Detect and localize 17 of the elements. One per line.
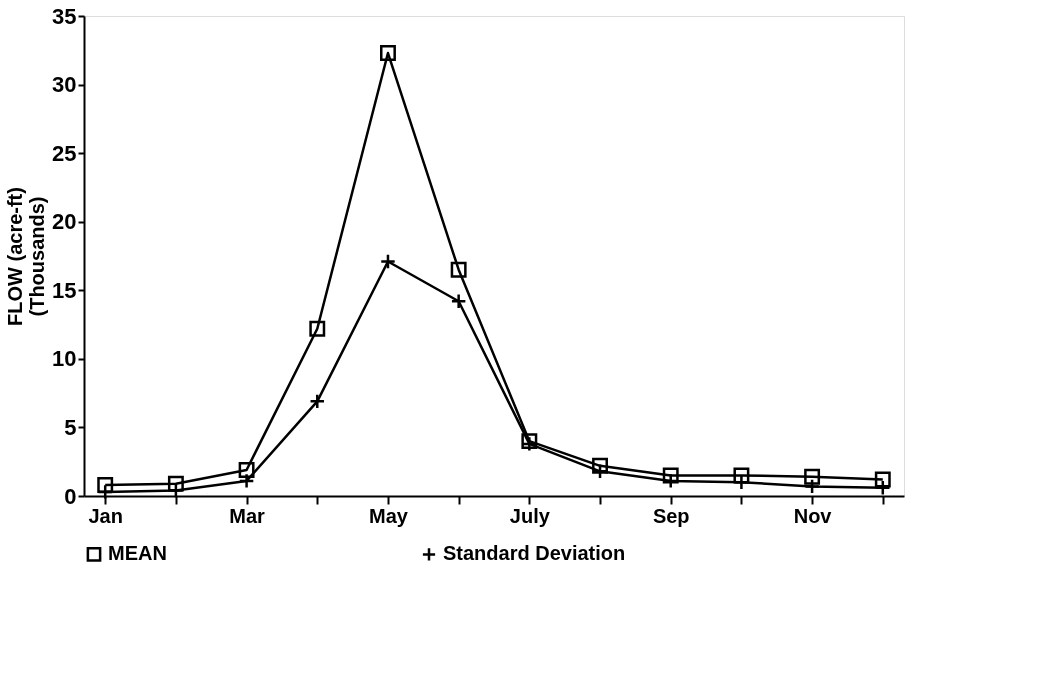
- y-tick-label: 15: [52, 277, 77, 303]
- y-tick-label: 35: [52, 3, 77, 29]
- y-tick-label: 25: [52, 140, 77, 166]
- legend-label: Standard Deviation: [443, 542, 626, 565]
- x-tick-label: Jan: [88, 504, 123, 527]
- x-tick-label: May: [369, 504, 409, 527]
- legend-label: MEAN: [108, 542, 167, 565]
- x-tick-label: Nov: [793, 504, 833, 527]
- y-tick-label: 20: [52, 209, 77, 235]
- x-tick-label: Sep: [652, 504, 690, 527]
- y-tick-label: 5: [64, 414, 77, 440]
- x-tick-label: Mar: [229, 504, 266, 527]
- y-tick-label: 0: [64, 483, 77, 509]
- y-tick-label: 30: [52, 72, 77, 98]
- y-axis-title: FLOW (acre-ft) (Thousands): [4, 187, 49, 326]
- y-tick-label: 10: [52, 346, 77, 372]
- x-tick-label: July: [509, 504, 551, 527]
